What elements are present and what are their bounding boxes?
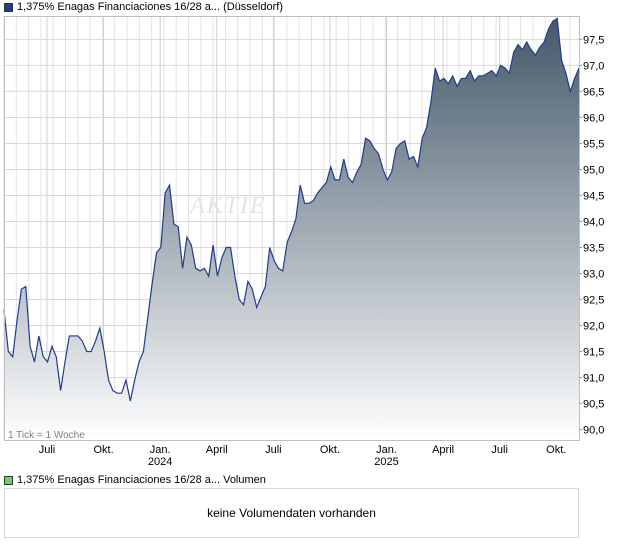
y-tick-label: 97,0 [583, 60, 604, 72]
y-tick-label: 96,0 [583, 112, 604, 124]
x-tick-label: Juli [265, 444, 282, 456]
x-tick-label: April [206, 444, 228, 456]
y-tick-label: 91,0 [583, 373, 604, 385]
y-tick-label: 95,0 [583, 164, 604, 176]
y-tick-label: 90,5 [583, 399, 604, 411]
x-tick-year: 2024 [148, 456, 172, 468]
price-legend-swatch [4, 2, 13, 12]
volume-legend-label: 1,375% Enagas Financiaciones 16/28 a... … [17, 474, 266, 486]
no-volume-message: keine Volumendaten vorhanden [207, 506, 376, 520]
y-tick-label: 93,0 [583, 269, 604, 281]
y-axis: 90,0 90,5 91,0 91,5 92,0 92,5 93,0 93,5 94,0 94,5… [579, 34, 604, 437]
x-tick-label: Juli [39, 444, 56, 456]
y-tick-label: 90,0 [583, 425, 604, 437]
tick-note: 1 Tick = 1 Woche [8, 430, 85, 441]
x-tick-label: Jan. [376, 444, 397, 456]
volume-legend: 1,375% Enagas Financiaciones 16/28 a... … [4, 473, 266, 487]
x-tick-label: Jan. [150, 444, 171, 456]
x-tick-label: April [432, 444, 454, 456]
price-legend-label: 1,375% Enagas Financiaciones 16/28 a... … [17, 1, 283, 13]
x-tick-year: 2025 [374, 456, 398, 468]
y-tick-label: 92,0 [583, 321, 604, 333]
y-tick-label: 94,5 [583, 190, 604, 202]
x-tick-label: Juli [491, 444, 508, 456]
watermark: AKTIE [188, 193, 267, 219]
plot-frame [4, 16, 580, 441]
y-tick-label: 93,5 [583, 243, 604, 255]
x-tick-label: Okt. [93, 444, 113, 456]
price-chart: AKTIE 1 Tick = 1 Woche 90,090,591,091,59… [3, 16, 604, 468]
y-tick-label: 91,5 [583, 347, 604, 359]
y-tick-label: 92,5 [583, 295, 604, 307]
y-tick-label: 94,0 [583, 216, 604, 228]
price-legend: 1,375% Enagas Financiaciones 16/28 a... … [4, 0, 283, 14]
volume-legend-swatch [4, 475, 13, 485]
x-tick-label: Okt. [320, 444, 340, 456]
x-tick-label: Okt. [546, 444, 566, 456]
price-area [4, 18, 579, 440]
price-line [3, 17, 580, 402]
y-tick-label: 97,5 [583, 34, 604, 46]
volume-panel: keine Volumendaten vorhanden [4, 488, 579, 538]
y-tick-label: 96,5 [583, 86, 604, 98]
y-tick-label: 95,5 [583, 138, 604, 150]
